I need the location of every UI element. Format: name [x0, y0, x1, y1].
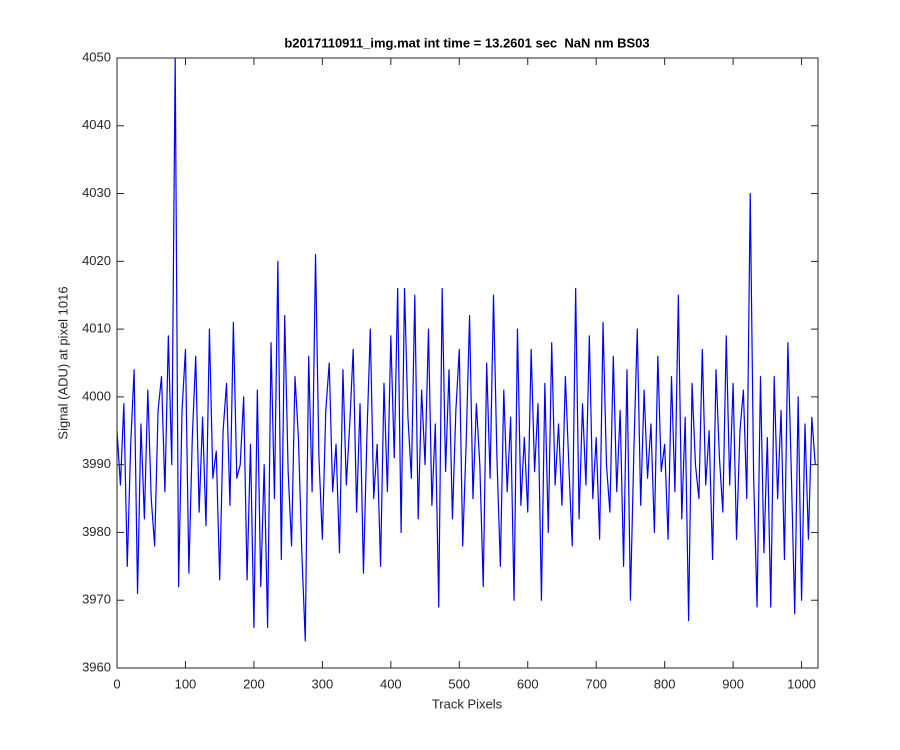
y-tick-label: 4020 — [82, 253, 111, 268]
x-tick-label: 300 — [312, 676, 334, 691]
x-tick-label: 800 — [654, 676, 676, 691]
x-tick-label: 1000 — [787, 676, 816, 691]
y-tick-label: 4040 — [82, 117, 111, 132]
x-tick-label: 100 — [175, 676, 197, 691]
x-tick-label: 700 — [585, 676, 607, 691]
x-axis-label: Track Pixels — [432, 696, 503, 711]
chart-title: b2017110911_img.mat int time = 13.2601 s… — [284, 35, 649, 50]
y-tick-label: 3980 — [82, 524, 111, 539]
x-tick-label: 600 — [517, 676, 539, 691]
x-tick-label: 500 — [448, 676, 470, 691]
x-tick-label: 900 — [722, 676, 744, 691]
y-tick-label: 3970 — [82, 592, 111, 607]
x-tick-label: 400 — [380, 676, 402, 691]
y-tick-label: 4050 — [82, 49, 111, 64]
plot-frame — [116, 57, 819, 669]
y-tick-label: 4010 — [82, 321, 111, 336]
y-axis-label: Signal (ADU) at pixel 1016 — [55, 286, 70, 439]
y-tick-label: 3960 — [82, 659, 111, 674]
x-tick-label: 0 — [113, 676, 120, 691]
y-tick-label: 4000 — [82, 388, 111, 403]
y-tick-label: 3990 — [82, 456, 111, 471]
y-tick-label: 4030 — [82, 185, 111, 200]
data-line — [116, 57, 816, 642]
x-tick-label: 200 — [243, 676, 265, 691]
